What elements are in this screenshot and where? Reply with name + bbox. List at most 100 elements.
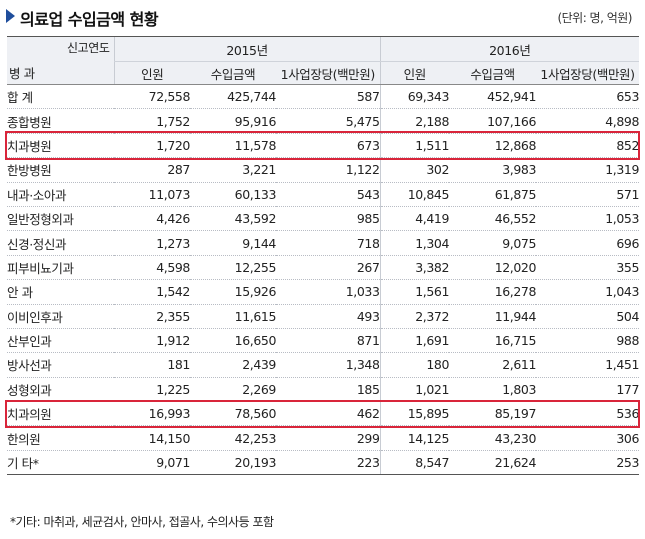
table-cell: 2,269: [190, 377, 276, 403]
table-cell: 181: [114, 352, 190, 378]
table-cell: 78,560: [190, 401, 276, 427]
column-header: 수입금액: [449, 61, 537, 85]
table-cell: 3,382: [379, 255, 449, 281]
row-group-label: 병 과: [9, 66, 35, 81]
table-cell: 14,125: [379, 425, 449, 451]
table-row: 종합병원 1,752 95,916 5,475 2,188 107,166 4,898: [7, 108, 639, 134]
table-cell: 1,561: [379, 279, 449, 305]
table-cell: 536: [536, 401, 639, 427]
row-label: 내과·소아과: [7, 182, 114, 207]
year-header-2016: 2016년: [379, 36, 640, 62]
table-cell: 11,615: [190, 304, 276, 329]
table-cell: 425,744: [190, 84, 276, 110]
table-cell: 223: [276, 450, 381, 476]
table-cell: 871: [276, 328, 381, 354]
table-cell: 21,624: [449, 450, 536, 476]
table-row: 피부비뇨기과 4,598 12,255 267 3,382 12,020 355: [7, 255, 639, 281]
corner-header: 신고연도 병 과: [7, 36, 114, 85]
table-cell: 653: [536, 84, 639, 110]
table-cell: 61,875: [449, 182, 536, 207]
table-cell: 1,691: [379, 328, 449, 354]
table-cell: 1,122: [276, 157, 381, 183]
row-label: 치과의원: [7, 401, 114, 427]
table-cell: 107,166: [449, 108, 536, 134]
table-cell: 1,803: [449, 377, 536, 403]
table-cell: 1,304: [379, 230, 449, 256]
table-cell: 12,868: [449, 133, 536, 159]
table-cell: 72,558: [114, 84, 190, 110]
table-cell: 16,278: [449, 279, 536, 305]
row-label: 피부비뇨기과: [7, 255, 114, 281]
table-cell: 43,592: [190, 206, 276, 232]
table-cell: 587: [276, 84, 381, 110]
table-cell: 696: [536, 230, 639, 256]
table-cell: 43,230: [449, 425, 536, 451]
table-cell: 673: [276, 133, 381, 159]
table-cell: 14,150: [114, 425, 190, 451]
table-cell: 452,941: [449, 84, 536, 110]
table-cell: 543: [276, 182, 381, 207]
table-cell: 355: [536, 255, 639, 281]
table-cell: 504: [536, 304, 639, 329]
statistics-table: 신고연도 병 과 2015년 2016년 인원 수입금액 1사업장당(백만원) …: [7, 36, 640, 476]
table-row: 신경·정신과 1,273 9,144 718 1,304 9,075 696: [7, 230, 639, 256]
table-cell: 9,144: [190, 230, 276, 256]
table-cell: 185: [276, 377, 381, 403]
row-label: 안 과: [7, 279, 114, 305]
table-row: 일반정형외과 4,426 43,592 985 4,419 46,552 1,053: [7, 206, 639, 232]
table-cell: 85,197: [449, 401, 536, 427]
row-label: 방사선과: [7, 352, 114, 378]
table-row: 이비인후과 2,355 11,615 493 2,372 11,944 504: [7, 304, 639, 329]
table-cell: 267: [276, 255, 381, 281]
column-header: 1사업장당(백만원): [276, 61, 381, 85]
table-cell: 46,552: [449, 206, 536, 232]
table-cell: 11,944: [449, 304, 536, 329]
table-cell: 4,419: [379, 206, 449, 232]
table-cell: 2,355: [114, 304, 190, 329]
column-group-label: 신고연도: [66, 41, 110, 55]
table-cell: 462: [276, 401, 381, 427]
row-label: 산부인과: [7, 328, 114, 354]
row-label: 성형외과: [7, 377, 114, 403]
row-label: 한방병원: [7, 157, 114, 183]
row-label: 종합병원: [7, 108, 114, 134]
table-cell: 16,650: [190, 328, 276, 354]
row-label: 기 타*: [7, 450, 114, 476]
table-cell: 16,993: [114, 401, 190, 427]
column-header: 인원: [379, 61, 450, 85]
column-header: 인원: [113, 61, 190, 85]
table-row: 한방병원 287 3,221 1,122 302 3,983 1,319: [7, 157, 639, 183]
table-cell: 15,895: [379, 401, 449, 427]
page-title: 의료업 수입금액 현황: [20, 10, 159, 29]
row-label: 이비인후과: [7, 304, 114, 329]
table-cell: 4,426: [114, 206, 190, 232]
table-body: 합 계 72,558 425,744 587 69,343 452,941 653 종합병원 1…: [7, 84, 639, 476]
table-row: 한의원 14,150 42,253 299 14,125 43,230 306: [7, 425, 639, 451]
table-cell: 20,193: [190, 450, 276, 476]
table-cell: 2,439: [190, 352, 276, 378]
row-label: 치과병원: [7, 133, 114, 159]
table-cell: 253: [536, 450, 639, 476]
table-cell: 287: [114, 157, 190, 183]
table-cell: 1,720: [114, 133, 190, 159]
table-row: 방사선과 181 2,439 1,348 180 2,611 1,451: [7, 352, 639, 378]
table-cell: 60,133: [190, 182, 276, 207]
table-cell: 1,542: [114, 279, 190, 305]
table-cell: 493: [276, 304, 381, 329]
row-label: 한의원: [7, 425, 114, 451]
column-header: 1사업장당(백만원): [536, 61, 640, 85]
table-cell: 985: [276, 206, 381, 232]
table-cell: 3,221: [190, 157, 276, 183]
table-cell: 11,073: [114, 182, 190, 207]
table-row: 성형외과 1,225 2,269 185 1,021 1,803 177: [7, 377, 639, 403]
table-cell: 1,912: [114, 328, 190, 354]
table-row: 합 계 72,558 425,744 587 69,343 452,941 653: [7, 84, 639, 110]
table-cell: 1,511: [379, 133, 449, 159]
header-row-years: 신고연도 병 과 2015년 2016년: [7, 36, 640, 85]
table-row: 치과병원 1,720 11,578 673 1,511 12,868 852: [7, 133, 639, 159]
table-cell: 42,253: [190, 425, 276, 451]
table-row: 산부인과 1,912 16,650 871 1,691 16,715 988: [7, 328, 639, 354]
table-cell: 1,273: [114, 230, 190, 256]
table-cell: 718: [276, 230, 381, 256]
header-row-columns: 인원 수입금액 1사업장당(백만원) 인원 수입금액 1사업장당(백만원): [7, 61, 640, 85]
